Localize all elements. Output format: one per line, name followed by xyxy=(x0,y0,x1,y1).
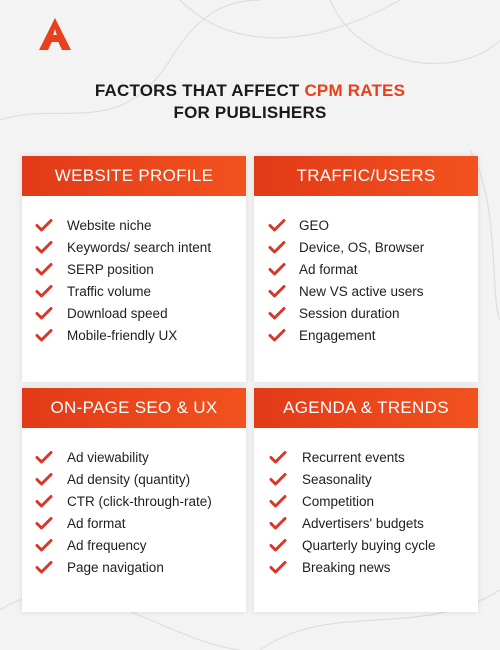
list-item: CTR (click-through-rate) xyxy=(22,490,246,512)
checkmark-icon xyxy=(35,451,53,464)
list-item-text: Ad density (quantity) xyxy=(67,471,191,487)
list-item-text: Recurrent events xyxy=(302,449,405,465)
list-item-text: Download speed xyxy=(67,305,168,321)
list-item: Ad format xyxy=(254,258,478,280)
page-title: FACTORS THAT AFFECT CPM RATES FOR PUBLIS… xyxy=(0,80,500,124)
list-item: Session duration xyxy=(254,302,478,324)
card-heading: ON-PAGE SEO & UX xyxy=(22,388,246,428)
checkmark-icon xyxy=(269,561,287,574)
checkmark-icon xyxy=(268,263,286,276)
list-item-text: Competition xyxy=(302,493,375,509)
list-item: Seasonality xyxy=(254,468,478,490)
title-highlight: CPM RATES xyxy=(304,81,406,100)
checkmark-icon xyxy=(269,451,287,464)
list-item-text: Device, OS, Browser xyxy=(299,239,425,255)
list-item-text: Ad frequency xyxy=(67,537,147,553)
list-item-text: Mobile-friendly UX xyxy=(67,327,178,343)
list-item: Ad frequency xyxy=(22,534,246,556)
list-item: Traffic volume xyxy=(22,280,246,302)
checkmark-icon xyxy=(35,539,53,552)
checkmark-icon xyxy=(268,241,286,254)
list-item: Advertisers' budgets xyxy=(254,512,478,534)
list-item-text: Page navigation xyxy=(67,559,164,575)
list-item-text: Ad format xyxy=(299,261,358,277)
checkmark-icon xyxy=(35,495,53,508)
card-agenda-trends: AGENDA & TRENDS Recurrent events Seasona… xyxy=(254,388,478,612)
factor-list: Website niche Keywords/ search intent SE… xyxy=(22,214,246,346)
list-item-text: Engagement xyxy=(299,327,376,343)
card-website-profile: WEBSITE PROFILE Website niche Keywords/ … xyxy=(22,156,246,382)
checkmark-icon xyxy=(269,539,287,552)
checkmark-icon xyxy=(35,241,53,254)
list-item: Mobile-friendly UX xyxy=(22,324,246,346)
list-item: Recurrent events xyxy=(254,446,478,468)
checkmark-icon xyxy=(35,285,53,298)
list-item-text: New VS active users xyxy=(299,283,424,299)
checkmark-icon xyxy=(35,307,53,320)
list-item-text: GEO xyxy=(299,217,330,233)
title-prefix: FACTORS THAT AFFECT xyxy=(94,81,300,100)
list-item: Download speed xyxy=(22,302,246,324)
checkmark-icon xyxy=(268,285,286,298)
list-item-text: Keywords/ search intent xyxy=(67,239,212,255)
list-item: Device, OS, Browser xyxy=(254,236,478,258)
checkmark-icon xyxy=(35,473,53,486)
list-item: Competition xyxy=(254,490,478,512)
list-item: Ad format xyxy=(22,512,246,534)
checkmark-icon xyxy=(269,473,287,486)
list-item: Quarterly buying cycle xyxy=(254,534,478,556)
list-item-text: Ad viewability xyxy=(67,449,149,465)
list-item: Website niche xyxy=(22,214,246,236)
title-line2: FOR PUBLISHERS xyxy=(173,103,327,122)
list-item: Ad viewability xyxy=(22,446,246,468)
brand-logo-a-icon xyxy=(39,18,71,50)
list-item: SERP position xyxy=(22,258,246,280)
checkmark-icon xyxy=(268,307,286,320)
list-item-text: CTR (click-through-rate) xyxy=(67,493,212,509)
list-item: Page navigation xyxy=(22,556,246,578)
list-item-text: Website niche xyxy=(67,217,152,233)
checkmark-icon xyxy=(268,219,286,232)
list-item: Breaking news xyxy=(254,556,478,578)
checkmark-icon xyxy=(35,263,53,276)
list-item: Ad density (quantity) xyxy=(22,468,246,490)
list-item-text: Session duration xyxy=(299,305,400,321)
factor-list: Ad viewability Ad density (quantity) CTR… xyxy=(22,446,246,578)
checkmark-icon xyxy=(35,329,53,342)
card-traffic-users: TRAFFIC/USERS GEO Device, OS, Browser Ad… xyxy=(254,156,478,382)
list-item-text: Breaking news xyxy=(302,559,391,575)
factor-list: Recurrent events Seasonality Competition… xyxy=(254,446,478,578)
checkmark-icon xyxy=(269,517,287,530)
checkmark-icon xyxy=(35,219,53,232)
list-item-text: Ad format xyxy=(67,515,126,531)
card-heading: TRAFFIC/USERS xyxy=(254,156,478,196)
factor-list: GEO Device, OS, Browser Ad format New VS… xyxy=(254,214,478,346)
checkmark-icon xyxy=(35,517,53,530)
list-item: GEO xyxy=(254,214,478,236)
checkmark-icon xyxy=(269,495,287,508)
card-heading: WEBSITE PROFILE xyxy=(22,156,246,196)
list-item: Engagement xyxy=(254,324,478,346)
card-on-page-seo-ux: ON-PAGE SEO & UX Ad viewability Ad densi… xyxy=(22,388,246,612)
list-item-text: Traffic volume xyxy=(67,283,152,299)
list-item: New VS active users xyxy=(254,280,478,302)
list-item: Keywords/ search intent xyxy=(22,236,246,258)
list-item-text: Seasonality xyxy=(302,471,372,487)
checkmark-icon xyxy=(35,561,53,574)
checkmark-icon xyxy=(268,329,286,342)
list-item-text: SERP position xyxy=(67,261,154,277)
card-heading: AGENDA & TRENDS xyxy=(254,388,478,428)
list-item-text: Advertisers' budgets xyxy=(302,515,424,531)
list-item-text: Quarterly buying cycle xyxy=(302,537,436,553)
